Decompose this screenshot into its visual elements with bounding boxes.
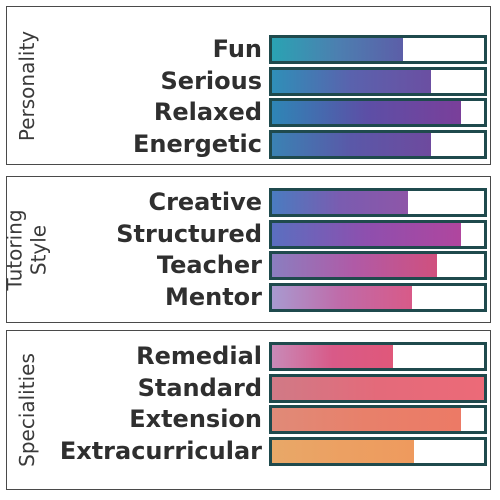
- trait-row: Extension: [7, 405, 490, 434]
- trait-bar-fill: [272, 439, 414, 463]
- trait-label: Energetic: [133, 129, 262, 158]
- trait-bar-track: [269, 436, 487, 466]
- trait-bar-track: [269, 98, 487, 127]
- trait-row: Mentor: [7, 282, 490, 312]
- trait-row: Teacher: [7, 251, 490, 280]
- trait-row: Fun: [7, 35, 490, 64]
- trait-row: Structured: [7, 219, 490, 249]
- section-personality: Personality Fun Serious Relaxed Energetic: [6, 6, 491, 165]
- trait-bar-track: [269, 35, 487, 64]
- trait-bar-track: [269, 66, 487, 96]
- trait-bar-track: [269, 188, 487, 217]
- trait-bar-track: [269, 282, 487, 312]
- trait-label: Standard: [137, 373, 262, 402]
- trait-bar-track: [269, 405, 487, 434]
- trait-label: Mentor: [164, 282, 262, 311]
- trait-bar-fill: [272, 408, 461, 431]
- section-tutoring-style: Tutoring Style Creative Structured Teacher M…: [3, 176, 491, 323]
- trait-bar-fill: [272, 38, 403, 61]
- trait-row: Remedial: [7, 342, 490, 371]
- trait-row: Standard: [7, 373, 490, 403]
- trait-bar-track: [269, 219, 487, 249]
- trait-bar-fill: [272, 132, 431, 156]
- trait-label: Extracurricular: [59, 436, 262, 465]
- trait-label: Remedial: [136, 342, 262, 370]
- trait-row: Serious: [7, 66, 490, 96]
- trait-bar-track: [269, 129, 487, 159]
- trait-bar-fill: [272, 254, 437, 277]
- trait-row: Energetic: [7, 129, 490, 159]
- trait-bar-track: [269, 373, 487, 403]
- trait-bar-fill: [272, 191, 408, 214]
- trait-bar-fill: [272, 69, 431, 93]
- trait-bar-fill: [272, 345, 393, 368]
- trait-label: Extension: [129, 405, 262, 433]
- trait-label: Creative: [148, 188, 262, 216]
- trait-bar-fill: [272, 285, 412, 309]
- trait-label: Structured: [116, 219, 262, 248]
- trait-row: Creative: [7, 188, 490, 217]
- trait-bar-fill: [272, 222, 461, 246]
- trait-row: Relaxed: [7, 98, 490, 127]
- trait-bar-track: [269, 251, 487, 280]
- trait-row: Extracurricular: [7, 436, 490, 466]
- trait-bar-fill: [272, 376, 484, 400]
- trait-label: Serious: [160, 66, 262, 95]
- trait-label: Teacher: [156, 251, 262, 279]
- trait-label: Fun: [212, 35, 262, 63]
- trait-bar-fill: [272, 101, 461, 124]
- trait-label: Relaxed: [153, 98, 262, 126]
- section-specialities: Specialities Remedial Standard Extension Ext…: [6, 330, 491, 490]
- trait-bar-track: [269, 342, 487, 371]
